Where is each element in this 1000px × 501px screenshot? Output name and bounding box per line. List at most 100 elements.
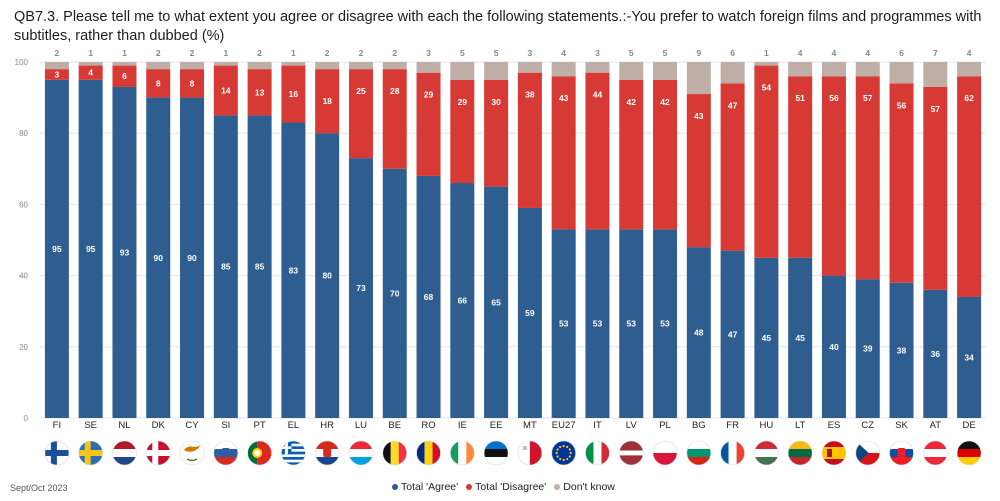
data-label-disagree: 43 [559, 93, 569, 103]
data-label-agree: 90 [187, 253, 197, 263]
y-tick-label: 40 [19, 272, 28, 281]
bar-segment-disagree [180, 69, 205, 98]
bar-segment-agree [78, 79, 103, 419]
bar-segment-agree [450, 183, 475, 418]
bar-segment-disagree [247, 69, 272, 116]
data-label-dontknow: 3 [595, 48, 600, 58]
data-label-agree: 48 [694, 328, 704, 338]
bar-segment-disagree [957, 76, 982, 297]
bar-segment-dontknow [382, 62, 407, 70]
data-label-disagree: 14 [221, 85, 231, 95]
data-label-agree: 36 [931, 349, 941, 359]
bar-segment-agree [889, 282, 914, 418]
x-tick-label: FR [726, 420, 739, 431]
data-label-agree: 47 [728, 329, 738, 339]
bar-segment-disagree [686, 94, 711, 248]
bar-segment-dontknow [923, 62, 948, 87]
data-label-dontknow: 2 [190, 48, 195, 58]
data-label-agree: 59 [525, 308, 535, 318]
bar-segment-disagree [450, 79, 475, 184]
flag-border [348, 440, 374, 466]
flag-border [145, 440, 171, 466]
flag-icon-lu [348, 441, 373, 465]
x-tick-label: LV [626, 420, 638, 431]
legend-swatch-agree [392, 484, 398, 490]
flag-border [889, 440, 914, 466]
data-label-disagree: 42 [660, 97, 670, 107]
x-tick-label: NL [118, 420, 130, 431]
data-label-dontknow: 4 [967, 48, 972, 58]
flag-icon-cy [180, 441, 205, 465]
bar-segment-disagree [653, 79, 678, 230]
data-label-disagree: 13 [255, 87, 265, 97]
flag-icon-cz [855, 441, 880, 465]
data-label-dontknow: 2 [325, 48, 330, 58]
x-tick-label: AT [930, 420, 942, 431]
bar-segment-disagree [855, 76, 880, 280]
flag-icon-hu [754, 441, 779, 465]
data-label-dontknow: 2 [55, 48, 60, 58]
data-label-dontknow: 2 [257, 48, 262, 58]
bar-segment-dontknow [585, 62, 610, 73]
data-label-agree: 45 [795, 333, 805, 343]
bar-segment-disagree [788, 76, 813, 258]
bar-segment-agree [517, 207, 542, 418]
flag-border [720, 440, 745, 466]
flag-border [956, 440, 982, 466]
data-label-dontknow: 6 [730, 48, 735, 58]
data-label-dontknow: 5 [460, 48, 465, 58]
flag-border [585, 440, 610, 466]
data-label-disagree: 28 [390, 86, 400, 96]
data-label-disagree: 29 [458, 97, 468, 107]
x-tick-label: HR [320, 420, 334, 431]
data-label-disagree: 8 [156, 78, 161, 88]
bar-segment-agree [213, 115, 238, 419]
data-label-dontknow: 2 [392, 48, 397, 58]
bar-segment-agree [720, 250, 745, 418]
data-label-agree: 90 [154, 253, 164, 263]
bar-segment-agree [957, 296, 982, 418]
bar-segment-disagree [517, 72, 542, 208]
bar-segment-disagree [348, 69, 373, 159]
data-label-disagree: 8 [190, 78, 195, 88]
bar-segment-dontknow [686, 62, 711, 95]
bar-segment-disagree [889, 83, 914, 283]
flag-icon-sk [889, 441, 914, 465]
data-label-agree: 80 [322, 271, 332, 281]
data-label-agree: 93 [120, 247, 130, 257]
x-tick-label: RO [421, 420, 435, 431]
x-tick-label: LT [795, 420, 806, 431]
data-label-disagree: 57 [863, 93, 873, 103]
x-tick-label: SI [221, 420, 230, 431]
bar-segment-agree [788, 257, 813, 418]
x-tick-label: EE [490, 420, 503, 431]
flag-icon-nl [112, 441, 137, 465]
bar-segment-disagree [44, 69, 69, 80]
bar-segment-dontknow [517, 62, 542, 73]
data-label-disagree: 29 [424, 90, 434, 100]
legend-item-disagree: Total 'Disagree' [466, 481, 546, 493]
bar-segment-agree [484, 186, 509, 418]
bar-segment-agree [923, 289, 948, 418]
bar-segment-dontknow [112, 62, 137, 66]
bar-segment-agree [653, 229, 678, 418]
bar-segment-disagree [315, 69, 340, 134]
x-tick-label: CZ [861, 420, 874, 431]
flag-border [754, 440, 779, 466]
flag-border [314, 440, 340, 466]
data-label-disagree: 56 [897, 100, 907, 110]
x-tick-label: BG [692, 420, 706, 431]
data-label-agree: 53 [627, 319, 637, 329]
bar-segment-dontknow [821, 62, 846, 77]
flag-border [652, 440, 678, 466]
data-label-disagree: 57 [931, 104, 941, 114]
flag-border [416, 440, 441, 466]
data-label-disagree: 62 [964, 93, 974, 103]
data-label-disagree: 47 [728, 100, 738, 110]
flag-icon-hr [315, 441, 340, 465]
flag-border [787, 440, 813, 466]
data-label-disagree: 38 [525, 90, 535, 100]
data-label-disagree: 25 [356, 86, 366, 96]
bar-segment-agree [416, 175, 441, 418]
flag-border [483, 440, 509, 466]
